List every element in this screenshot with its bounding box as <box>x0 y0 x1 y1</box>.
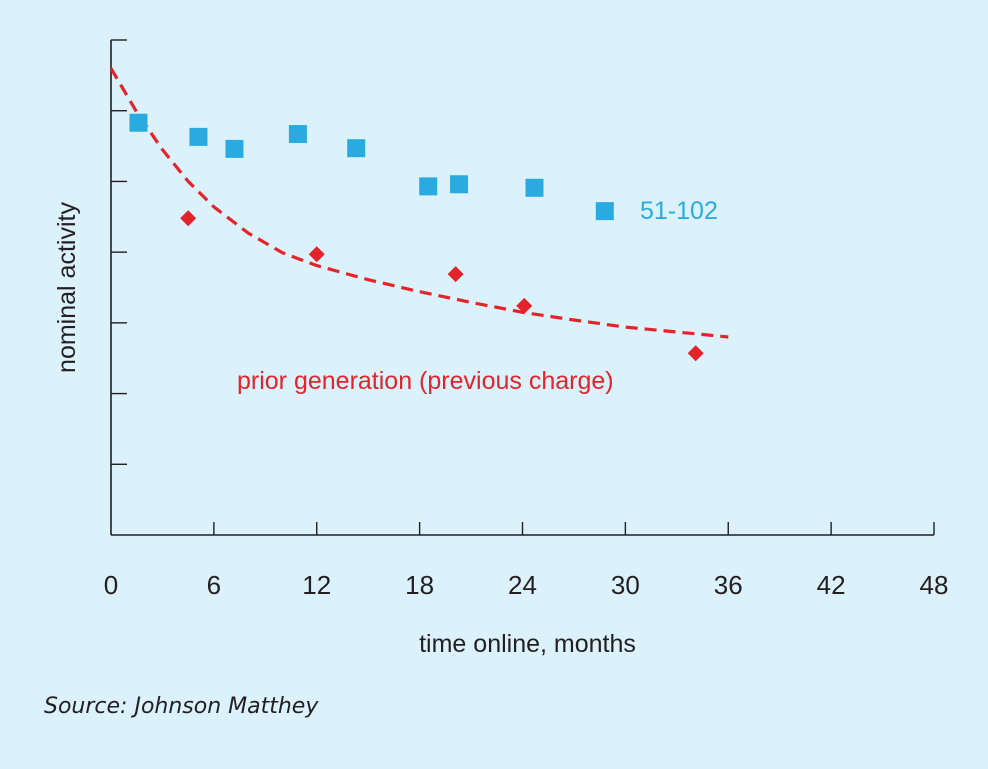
data-point-diamond-4 <box>687 345 704 362</box>
data-point-square-2 <box>225 139 244 158</box>
x-tick-label: 6 <box>207 570 221 600</box>
series-label-51-102: 51-102 <box>640 197 718 225</box>
data-point-diamond-0 <box>180 210 197 227</box>
x-tick-label: 30 <box>611 570 640 600</box>
data-point-diamond-1 <box>308 246 325 263</box>
data-point-square-0 <box>129 113 148 132</box>
trend-line-layer <box>109 67 729 339</box>
data-point-diamond-3 <box>516 297 533 314</box>
axes <box>110 39 935 536</box>
series-label-prior-generation: prior generation (previous charge) <box>237 367 614 395</box>
x-axis-title: time online, months <box>419 630 636 658</box>
x-tick-label: 12 <box>302 570 331 600</box>
data-point-square-1 <box>189 127 208 146</box>
data-marks-layer <box>129 113 704 362</box>
trend-line-1 <box>109 67 729 339</box>
data-point-square-6 <box>450 175 469 194</box>
data-point-square-4 <box>347 139 366 158</box>
data-point-square-8 <box>595 202 614 221</box>
x-tick-label: 24 <box>508 570 537 600</box>
x-tick-label: 42 <box>817 570 846 600</box>
data-point-square-5 <box>419 177 438 196</box>
data-point-square-3 <box>288 125 307 144</box>
data-point-diamond-2 <box>447 266 464 283</box>
x-tick-label: 36 <box>714 570 743 600</box>
x-tick-label: 0 <box>104 570 118 600</box>
y-axis-title: nominal activity <box>53 202 81 373</box>
data-point-square-7 <box>525 178 544 197</box>
labels-layer: 0 6 12 18 24 30 36 42 48 time online, months nomin… <box>53 197 948 658</box>
x-tick-label: 48 <box>920 570 949 600</box>
x-tick-label: 18 <box>405 570 434 600</box>
source-note: Source: Johnson Matthey <box>44 694 319 719</box>
